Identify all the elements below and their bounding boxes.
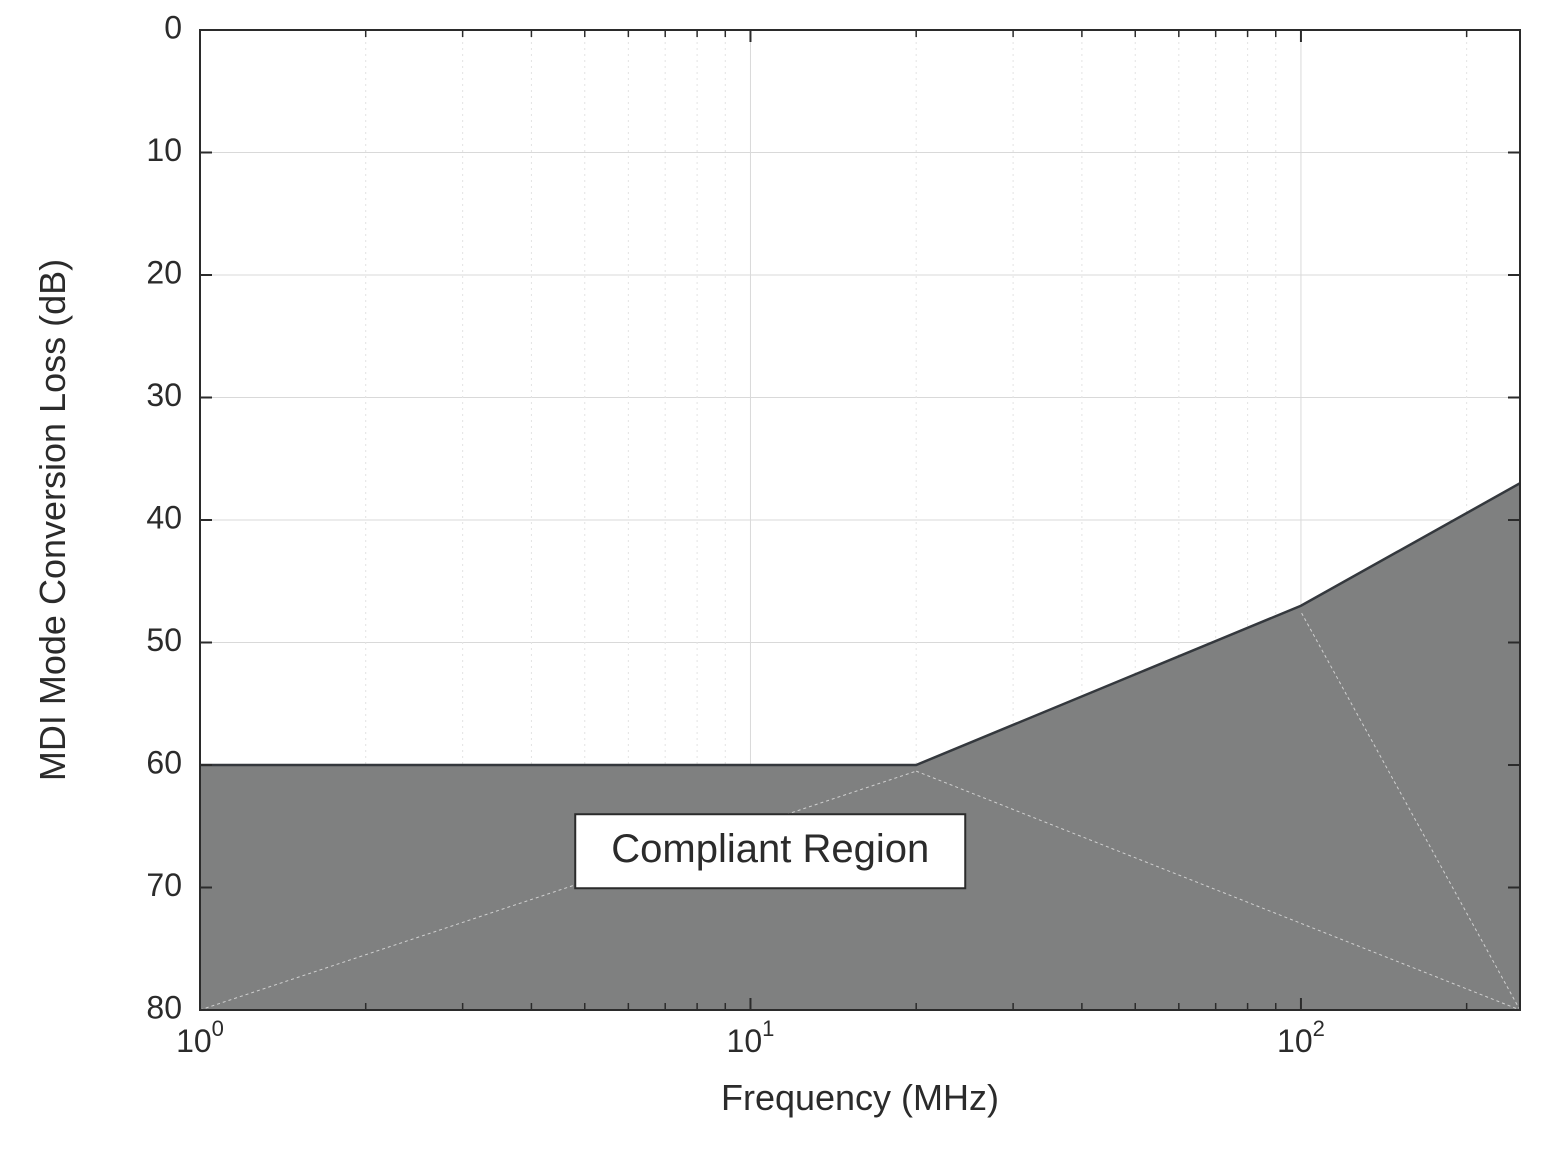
chart-container: Compliant Region010203040506070801001011… [0, 0, 1550, 1152]
y-axis-label: MDI Mode Conversion Loss (dB) [32, 259, 73, 781]
annotation-compliant-region: Compliant Region [575, 814, 965, 888]
y-tick-label: 80 [146, 989, 182, 1025]
y-tick-label: 0 [164, 9, 182, 45]
y-tick-label: 60 [146, 744, 182, 780]
y-tick-label: 50 [146, 622, 182, 658]
y-tick-label: 20 [146, 254, 182, 290]
y-tick-label: 30 [146, 377, 182, 413]
y-tick-label: 40 [146, 499, 182, 535]
annotation-label: Compliant Region [611, 827, 929, 871]
x-axis-label: Frequency (MHz) [721, 1077, 999, 1118]
y-tick-label: 10 [146, 132, 182, 168]
y-tick-label: 70 [146, 867, 182, 903]
mdi-mode-conversion-loss-chart: Compliant Region010203040506070801001011… [0, 0, 1550, 1152]
